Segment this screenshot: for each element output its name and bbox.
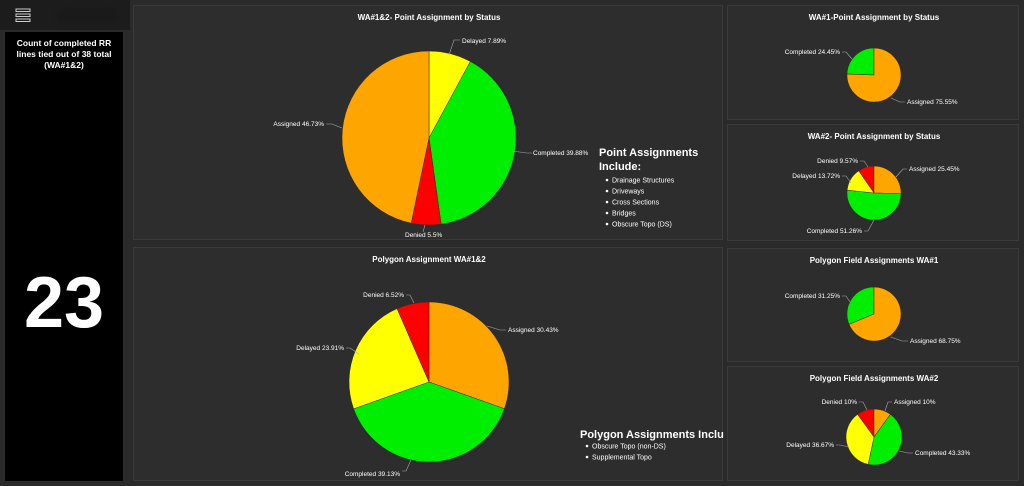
point-assignments-legend: Point Assignments Include: Drainage Stru… [599,147,698,229]
label-delayed: Delayed 23.91% [296,345,344,352]
slice-completed[interactable] [842,166,907,230]
top-bar [0,0,130,30]
label-delayed: Delayed 7.89% [462,38,506,45]
slice-delayed[interactable] [348,308,430,410]
chart-title: Polygon Field Assignments WA#1 [810,256,939,265]
legend-item: Cross Sections [612,200,660,207]
legend-item: Driveways [612,189,645,196]
label-assigned: Assigned 46.73% [273,121,324,128]
legend-item: Obscure Topo (non-DS) [592,444,666,451]
leader-lines [326,39,532,233]
legend-item: Drainage Structures [612,178,675,185]
label-assigned: Assigned 75.55% [907,99,958,106]
completed-lines-panel: Count of completed RR lines tied out of … [5,32,123,481]
label-completed: Completed 31.25% [785,293,841,300]
slice-assigned[interactable] [341,50,430,224]
slice-completed[interactable] [353,381,505,463]
pie-slices [341,50,517,226]
label-completed: Completed 39.88% [533,150,589,157]
legend-item: Bridges [612,211,636,218]
hamburger-menu-icon[interactable] [15,7,31,23]
slice-delayed[interactable] [842,170,875,205]
label-completed: Completed 51.26% [807,228,863,235]
chart-polygon-wa1: Polygon Field Assignments WA#1 Completed… [785,256,961,350]
panel-polygon-wa1: Polygon Field Assignments WA#1 Completed… [727,248,1019,362]
legend-title: Polygon Assignments Include: [580,429,724,441]
polygon-assignments-legend: Polygon Assignments Include: Obscure Top… [580,429,724,462]
legend-item: Obscure Topo (DS) [612,222,672,229]
slice-assigned[interactable] [861,159,905,206]
chart-point-wa2: WA#2- Point Assignment by Status Denied … [792,132,960,235]
slice-completed[interactable] [839,285,884,325]
completed-lines-count: 23 [23,263,105,343]
panel-point-wa2: WA#2- Point Assignment by Status Denied … [727,124,1019,241]
slice-assigned[interactable] [428,301,510,410]
panel-polygon-wa2: Polygon Field Assignments WA#2 Denied 10… [727,366,1019,481]
completed-lines-title: Count of completed RR lines tied out of … [16,38,112,70]
chart-title: WA#1-Point Assignment by Status [809,13,940,22]
panel-point-wa12: WA#1&2- Point Assignment by Status Delay… [133,5,723,240]
label-assigned: Assigned 25.45% [909,166,960,173]
label-delayed: Delayed 13.72% [792,173,840,180]
chart-point-wa12: WA#1&2- Point Assignment by Status Delay… [273,13,698,239]
blurred-app-title [58,9,116,22]
chart-title: Polygon Field Assignments WA#2 [810,374,939,383]
chart-title: WA#1&2- Point Assignment by Status [358,13,501,22]
slice-denied[interactable] [396,301,430,383]
label-completed: Completed 43.33% [915,450,971,457]
slice-completed[interactable] [846,47,875,76]
label-assigned: Assigned 30.43% [508,327,559,334]
legend-title-line2: Include: [599,161,641,173]
label-completed: Completed 24.45% [785,49,841,56]
chart-point-wa1: WA#1-Point Assignment by Status Complete… [785,13,958,106]
label-denied: Denied 10% [822,399,858,406]
slice-assigned[interactable] [840,281,910,350]
label-denied: Denied 9.57% [817,158,858,165]
label-assigned: Assigned 10% [894,399,936,406]
slice-delayed[interactable] [835,413,885,468]
label-denied: Denied 6.52% [363,292,404,299]
legend-item: Supplemental Topo [592,455,652,462]
chart-title: Polygon Assignment WA#1&2 [372,255,486,264]
panel-polygon-wa12: Polygon Assignment WA#1&2 Denied 6.52% A… [133,247,724,481]
legend-title-line1: Point Assignments [599,147,698,159]
label-denied: Denied 5.5% [405,232,442,239]
chart-title: WA#2- Point Assignment by Status [808,132,941,141]
slice-completed[interactable] [428,61,517,225]
label-delayed: Delayed 36.67% [786,442,834,449]
slice-assigned[interactable] [846,47,902,103]
chart-polygon-wa12: Polygon Assignment WA#1&2 Denied 6.52% A… [296,255,724,478]
slice-completed[interactable] [852,413,913,472]
label-assigned: Assigned 68.75% [910,338,961,345]
chart-polygon-wa2: Polygon Field Assignments WA#2 Denied 10… [786,374,971,472]
panel-point-wa1: WA#1-Point Assignment by Status Complete… [727,5,1019,120]
label-completed: Completed 39.13% [345,471,401,478]
